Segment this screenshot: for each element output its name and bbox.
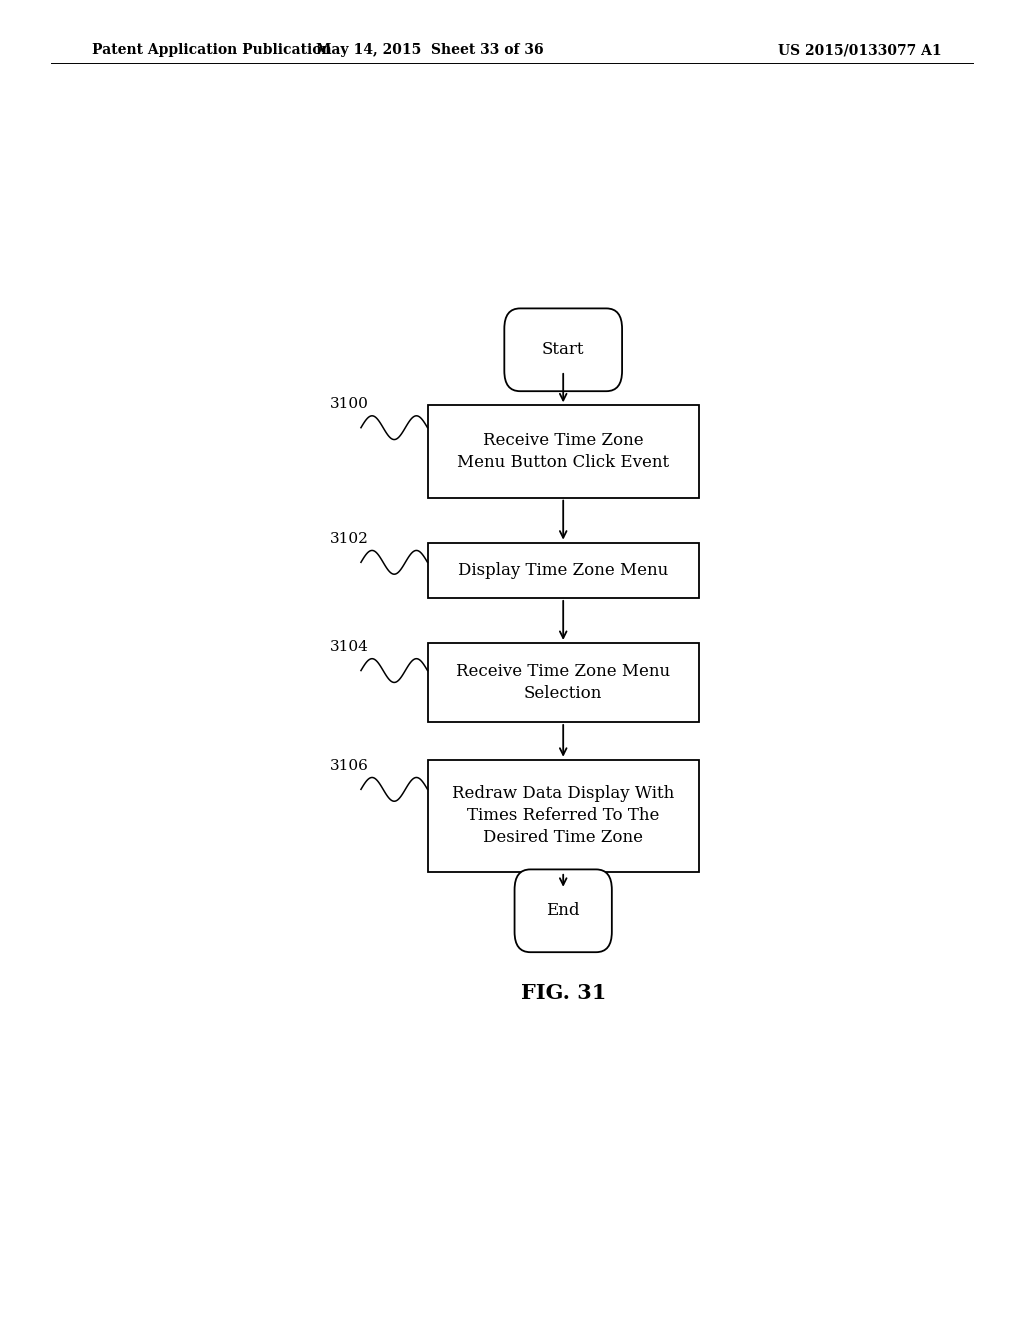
Text: End: End bbox=[547, 903, 580, 919]
Text: 3100: 3100 bbox=[330, 397, 369, 411]
Text: May 14, 2015  Sheet 33 of 36: May 14, 2015 Sheet 33 of 36 bbox=[316, 44, 544, 57]
Text: Receive Time Zone
Menu Button Click Event: Receive Time Zone Menu Button Click Even… bbox=[457, 432, 670, 471]
Text: Receive Time Zone Menu
Selection: Receive Time Zone Menu Selection bbox=[456, 663, 671, 702]
Bar bbox=[428, 759, 699, 871]
Text: Redraw Data Display With
Times Referred To The
Desired Time Zone: Redraw Data Display With Times Referred … bbox=[452, 785, 675, 846]
FancyBboxPatch shape bbox=[515, 870, 612, 952]
Text: 3102: 3102 bbox=[330, 532, 369, 545]
Text: Display Time Zone Menu: Display Time Zone Menu bbox=[458, 562, 669, 578]
Text: FIG. 31: FIG. 31 bbox=[520, 982, 606, 1003]
FancyBboxPatch shape bbox=[505, 309, 623, 391]
Text: Patent Application Publication: Patent Application Publication bbox=[92, 44, 332, 57]
Text: 3106: 3106 bbox=[330, 759, 369, 772]
Text: US 2015/0133077 A1: US 2015/0133077 A1 bbox=[778, 44, 942, 57]
Bar bbox=[428, 543, 699, 598]
Bar bbox=[428, 405, 699, 498]
Text: 3104: 3104 bbox=[330, 640, 369, 653]
Bar bbox=[428, 643, 699, 722]
Text: Start: Start bbox=[542, 342, 585, 358]
